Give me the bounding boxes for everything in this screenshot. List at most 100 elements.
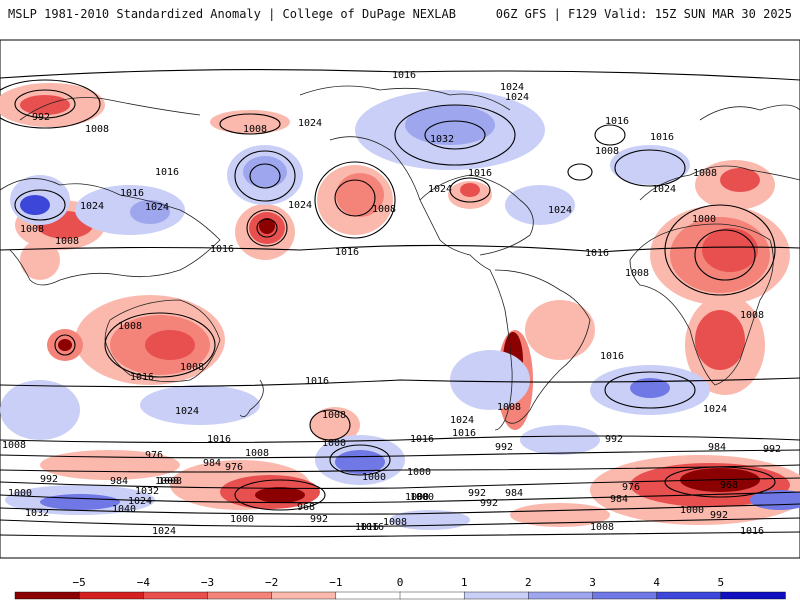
- isobar-label: 992: [763, 444, 781, 455]
- isobar-label: 1016: [155, 167, 179, 178]
- isobar-label: 1024: [505, 92, 529, 103]
- colorbar-cell: [78, 591, 145, 600]
- isobar-label: 1008: [118, 321, 142, 332]
- colorbar-tick-label: 1: [461, 576, 468, 589]
- isobar-label: 1000: [322, 438, 346, 449]
- isobar-label: 1008: [158, 476, 182, 487]
- isobar-label: 976: [225, 462, 243, 473]
- isobar-label: 1000: [692, 214, 716, 225]
- isobar-label: 1008: [595, 146, 619, 157]
- isobar-label: 1016: [120, 188, 144, 199]
- colorbar-cell: [399, 591, 465, 600]
- isobar-label: 1024: [450, 415, 474, 426]
- isobar-label: 1008: [590, 522, 614, 533]
- colorbar-tick-label: −4: [137, 576, 151, 589]
- isobar-label: 1016: [410, 434, 434, 445]
- coastlines: [0, 85, 800, 431]
- colorbar-tick-label: −5: [73, 576, 86, 589]
- isobar-label: 1024: [500, 82, 524, 93]
- isobar-label: 1000: [230, 514, 254, 525]
- isobar-label: 1000: [362, 472, 386, 483]
- isobar-label: 1016: [392, 70, 416, 81]
- colorbar-cell: [143, 591, 209, 600]
- colorbar-tick-label: 2: [525, 576, 532, 589]
- isobar-label: 1008: [693, 168, 717, 179]
- isobar-label: 1040: [112, 504, 136, 515]
- isobar-label: 1024: [548, 205, 572, 216]
- positive-anomaly-shading: [0, 90, 800, 530]
- product-title: MSLP 1981-2010 Standardized Anomaly | Co…: [8, 7, 456, 21]
- colorbar-cell: [656, 591, 722, 600]
- isobar-label: 1008: [625, 268, 649, 279]
- isobar-label: 1016: [210, 244, 234, 255]
- isobars: [0, 69, 800, 538]
- isobar-label: 1000: [405, 492, 429, 503]
- isobar-label: 992: [495, 442, 513, 453]
- isobar-label: 968: [720, 480, 738, 491]
- isobar-label: 1000: [8, 488, 32, 499]
- isobar-label: 1016: [740, 526, 764, 537]
- isobar-label: 992: [310, 514, 328, 525]
- isobar-label: 1000: [407, 467, 431, 478]
- title-bar: MSLP 1981-2010 Standardized Anomaly | Co…: [0, 0, 800, 30]
- isobar-label: 1016: [207, 434, 231, 445]
- isobar-label: 1008: [180, 362, 204, 373]
- isobar-label: 1008: [372, 204, 396, 215]
- isobar-label: 992: [480, 498, 498, 509]
- isobar-label: 984: [708, 442, 726, 453]
- colorbar-cell: [207, 591, 273, 600]
- isobar-label: 1024: [428, 184, 452, 195]
- isobar-labels: 1016 1024 1024 992 1008 1016 1016 1008 1…: [2, 70, 781, 537]
- isobar-label: 1008: [740, 310, 764, 321]
- isobar-label: 984: [203, 458, 221, 469]
- isobar-label: 1032: [25, 508, 49, 519]
- isobar-label: 984: [610, 494, 628, 505]
- isobar-label: 1024: [298, 118, 322, 129]
- isobar-label: 992: [710, 510, 728, 521]
- isobar-label: 984: [110, 476, 128, 487]
- isobar-label: 1024: [175, 406, 199, 417]
- isobar-label: 1016: [650, 132, 674, 143]
- isobar-label: 1024: [80, 201, 104, 212]
- isobar-label: 992: [32, 112, 50, 123]
- colorbar-tick-label: −3: [201, 576, 214, 589]
- isobar-label: 1000: [680, 505, 704, 516]
- isobar-label: 1024: [145, 202, 169, 213]
- valid-time: 06Z GFS | F129 Valid: 15Z SUN MAR 30 202…: [495, 7, 792, 21]
- colorbar-cell: [528, 591, 594, 600]
- colorbar-tick-label: 3: [589, 576, 596, 589]
- isobar-label: 992: [468, 488, 486, 499]
- isobar-label: 1008: [322, 410, 346, 421]
- isobar-label: 1016: [600, 351, 624, 362]
- isobar-label: 1008: [55, 236, 79, 247]
- isobar-label: 1016: [605, 116, 629, 127]
- isobar-label: 992: [605, 434, 623, 445]
- colorbar-cell: [14, 591, 80, 600]
- isobar-label: 1016: [452, 428, 476, 439]
- isobar-label: 1016: [130, 372, 154, 383]
- colorbar-ticks: −5 −4 −3 −2 −1 0 1 2 3 4 5: [73, 576, 725, 589]
- isobar-label: 968: [297, 502, 315, 513]
- isobar-label: 1024: [128, 496, 152, 507]
- isobar-label: 1024: [703, 404, 727, 415]
- isobar-label: 1008: [20, 224, 44, 235]
- colorbar-tick-label: 4: [653, 576, 660, 589]
- isobar-label: 1008: [245, 448, 269, 459]
- isobar-label: 1016: [585, 248, 609, 259]
- colorbar-tick-label: −2: [265, 576, 278, 589]
- colorbar-cell: [592, 591, 658, 600]
- isobar-label: 976: [145, 450, 163, 461]
- isobar-label: 1008: [155, 476, 179, 487]
- isobar-label: 1000: [410, 492, 434, 503]
- colorbar-tick-label: −1: [329, 576, 342, 589]
- isobar-label: 1024: [288, 200, 312, 211]
- colorbar-tick-label: 0: [397, 576, 404, 589]
- anomaly-map: 1016 1024 1024 992 1008 1016 1016 1008 1…: [0, 39, 800, 559]
- isobar-label: 1016: [305, 376, 329, 387]
- isobar-label: 1016: [468, 168, 492, 179]
- colorbar-cells: [14, 591, 786, 600]
- isobar-label: 1016: [360, 522, 384, 533]
- isobar-label: 1008: [85, 124, 109, 135]
- isobar-label: 1008: [2, 440, 26, 451]
- isobar-label: 1032: [430, 134, 454, 145]
